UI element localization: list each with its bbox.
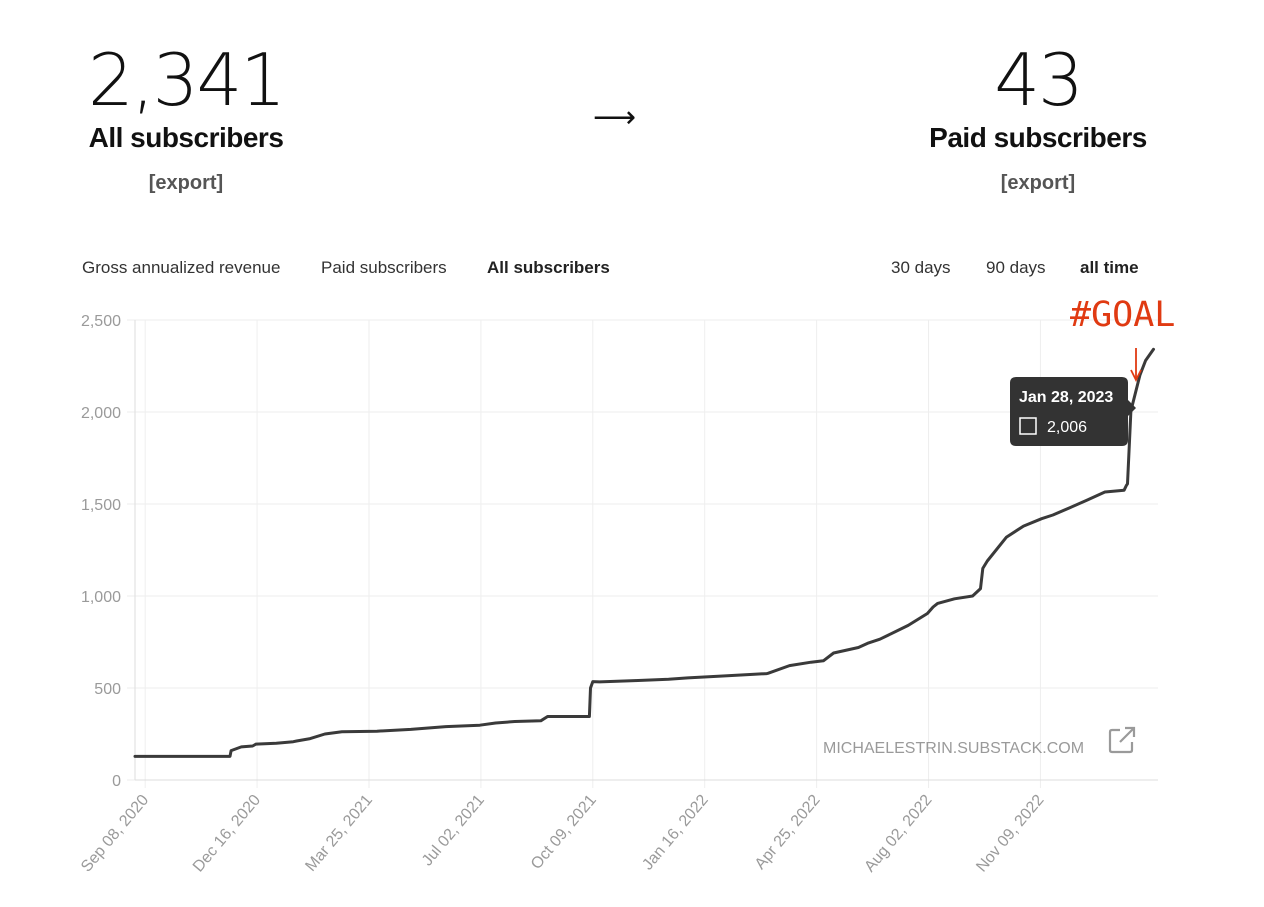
x-tick-label: Mar 25, 2021 (302, 792, 376, 875)
chart-svg: 0 500 1,000 1,500 2,000 2,500 Sep 08, 2020 Dec … (78, 295, 1175, 876)
x-tick-label: Aug 02, 2022 (861, 792, 935, 876)
y-tick-label: 500 (94, 681, 121, 698)
range-30-days[interactable]: 30 days (891, 258, 951, 277)
tooltip-date: Jan 28, 2023 (1019, 389, 1113, 406)
tooltip: Jan 28, 2023 2,006 (1010, 377, 1136, 446)
overlay: #GOAL Jan 28, 2023 2,006 MICHAELESTRIN.S… (823, 295, 1175, 757)
subscribers-chart: 0 500 1,000 1,500 2,000 2,500 Sep 08, 2020 Dec … (0, 290, 1264, 907)
range-90-days[interactable]: 90 days (986, 258, 1046, 277)
tooltip-swatch-icon (1019, 417, 1037, 435)
x-tick-label: Nov 09, 2022 (973, 792, 1047, 876)
x-tick-label: Sep 08, 2020 (78, 792, 152, 876)
paid-subscribers-label: Paid subscribers (929, 122, 1147, 153)
grid (127, 319, 1158, 788)
export-all-subscribers-link[interactable]: [export] (148, 172, 224, 194)
tab-all-subscribers[interactable]: All subscribers (487, 258, 610, 277)
y-tick-label: 1,000 (81, 589, 121, 606)
range-all-time[interactable]: all time (1080, 258, 1139, 277)
x-tick-label: Oct 09, 2021 (528, 792, 600, 873)
tooltip-value: 2,006 (1047, 419, 1087, 436)
all-subscribers-stat: 2,341 All subscribers [export] (60, 44, 312, 195)
paid-subscribers-count: 43 (994, 38, 1084, 122)
y-tick-label: 1,500 (81, 497, 121, 514)
y-tick-label: 2,000 (81, 405, 121, 422)
tab-gross-annualized-revenue[interactable]: Gross annualized revenue (82, 258, 281, 277)
axes: 0 500 1,000 1,500 2,000 2,500 Sep 08, 2020 Dec … (78, 313, 1158, 876)
arrow-right-icon: ⟶ (593, 100, 637, 135)
all-subscribers-label: All subscribers (88, 122, 284, 153)
y-tick-label: 2,500 (81, 313, 121, 330)
series-line (133, 347, 1155, 758)
x-tick-label: Jul 02, 2021 (419, 792, 488, 870)
y-tick-label: 0 (112, 773, 121, 790)
export-paid-subscribers-link[interactable]: [export] (1000, 172, 1076, 194)
goal-arrow-icon (1130, 348, 1142, 383)
watermark: MICHAELESTRIN.SUBSTACK.COM (823, 740, 1084, 757)
paid-subscribers-stat: 43 Paid subscribers [export] (912, 44, 1164, 195)
goal-annotation: #GOAL (1070, 295, 1175, 335)
x-tick-label: Apr 25, 2022 (752, 792, 824, 873)
all-subscribers-count: 2,341 (87, 38, 286, 122)
tab-paid-subscribers[interactable]: Paid subscribers (321, 258, 447, 277)
x-tick-label: Dec 16, 2020 (190, 792, 264, 876)
series-layer (133, 347, 1155, 758)
external-link-icon[interactable] (1108, 726, 1136, 754)
x-tick-label: Jan 16, 2022 (639, 792, 712, 874)
